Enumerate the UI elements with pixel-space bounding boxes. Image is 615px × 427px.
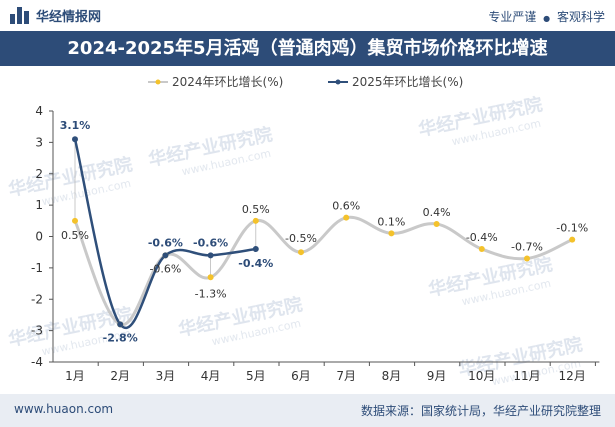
- brand-name: 华经情报网: [36, 10, 102, 25]
- brand-logo: 华经情报网: [10, 6, 101, 25]
- y-tick-label: -1: [31, 261, 43, 275]
- y-tick-label: 0: [35, 230, 43, 244]
- y-tick-label: -3: [31, 324, 43, 338]
- tag-left: 专业严谨: [488, 10, 537, 24]
- series-2025-point: [207, 252, 214, 259]
- line-chart: 华经产业研究院www.huaon.com华经产业研究院www.huaon.com…: [6, 75, 600, 388]
- x-tick-label: 8月: [382, 369, 402, 383]
- series-2024-point: [524, 255, 530, 262]
- series-2025-point: [252, 246, 259, 253]
- series-2024-point: [252, 217, 259, 224]
- x-tick-label: 6月: [291, 369, 311, 383]
- footer-source: 数据来源：国家统计局，华经产业研究院整理: [360, 404, 601, 418]
- series-2024-point: [478, 246, 485, 253]
- series-2024-point: [388, 230, 395, 237]
- series-2024-data-label: 0.1%: [377, 215, 405, 228]
- legend-marker-2024: [155, 79, 161, 85]
- logo-icon: [10, 7, 30, 24]
- series-2025-data-label: -0.6%: [193, 236, 228, 249]
- x-tick-label: 3月: [156, 369, 176, 383]
- chart-title: 2024-2025年5月活鸡（普通肉鸡）集贸市场价格环比增速: [0, 31, 615, 66]
- series-2024-data-label: -1.3%: [195, 287, 227, 300]
- footer-bar: www.huaon.com 数据来源：国家统计局，华经产业研究院整理: [0, 394, 615, 427]
- series-2024-data-label: -0.7%: [511, 240, 543, 253]
- series-2024-point: [207, 274, 214, 281]
- top-bar: 华经情报网 专业严谨 ● 客观科学: [0, 0, 615, 30]
- series-2024-data-label: -0.4%: [466, 231, 498, 244]
- tag-separator: ●: [543, 14, 551, 23]
- series-2025-point: [162, 252, 169, 259]
- tag-right: 客观科学: [556, 10, 605, 24]
- series-2024-data-label: 0.5%: [242, 203, 270, 216]
- y-tick-label: -2: [31, 292, 43, 306]
- series-2025-point: [117, 321, 124, 328]
- series-2024-point: [72, 217, 78, 224]
- x-tick-label: 1月: [65, 369, 85, 383]
- x-tick-label: 4月: [201, 369, 221, 383]
- legend-label-2025: 2025年环比增长(%): [352, 75, 463, 89]
- header-tags: 专业严谨 ● 客观科学: [488, 8, 605, 25]
- x-tick-label: 12月: [559, 369, 586, 383]
- x-tick-label: 7月: [336, 369, 356, 383]
- series-2024-data-label: 0.5%: [61, 229, 89, 242]
- x-tick-label: 10月: [468, 369, 495, 383]
- series-2025-data-label: -2.8%: [103, 331, 138, 344]
- series-2024-point: [433, 220, 440, 227]
- legend-label-2024: 2024年环比增长(%): [172, 75, 283, 89]
- x-tick-label: 11月: [513, 369, 540, 383]
- x-tick-label: 5月: [246, 369, 266, 383]
- series-2025-data-label: 3.1%: [60, 119, 91, 132]
- y-tick-label: 1: [35, 198, 43, 212]
- series-2024-data-label: -0.5%: [285, 232, 317, 245]
- series-2024-point: [343, 214, 350, 221]
- series-2025-point: [72, 136, 78, 143]
- x-tick-label: 2月: [110, 369, 130, 383]
- y-tick-label: 4: [35, 104, 43, 118]
- series-2024-point: [569, 236, 576, 243]
- series-2024-data-label: -0.6%: [149, 262, 181, 275]
- y-tick-label: 3: [35, 135, 43, 149]
- x-tick-label: 9月: [427, 369, 447, 383]
- series-2024-data-label: 0.4%: [423, 206, 451, 219]
- footer-url[interactable]: www.huaon.com: [14, 402, 114, 416]
- series-2024-data-label: 0.6%: [332, 200, 360, 213]
- legend-marker-2025: [335, 79, 341, 85]
- series-2025-data-label: -0.4%: [238, 257, 273, 270]
- series-2025-line: [73, 138, 256, 329]
- series-2024-point: [298, 249, 304, 256]
- y-tick-label: 2: [35, 167, 43, 181]
- series-2025-data-label: -0.6%: [148, 236, 183, 249]
- y-tick-label: -4: [31, 355, 43, 369]
- series-2024-data-label: -0.1%: [556, 222, 588, 235]
